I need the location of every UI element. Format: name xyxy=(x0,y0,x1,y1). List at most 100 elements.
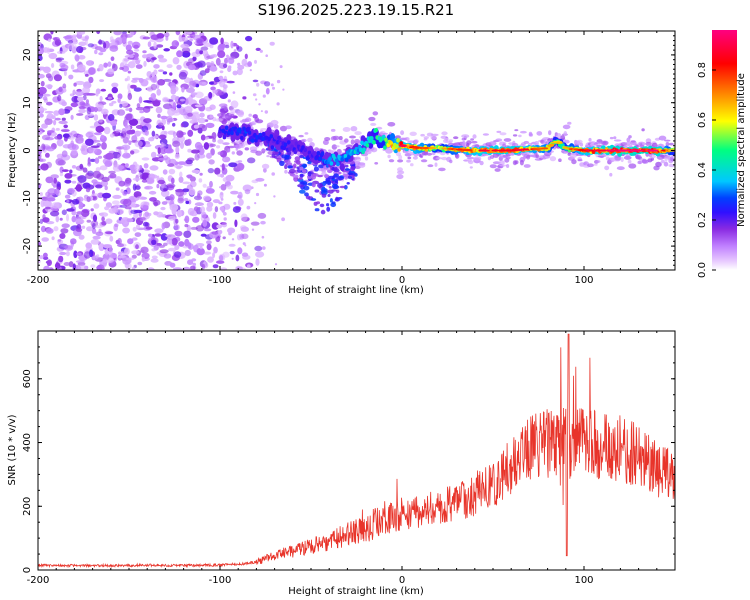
heatmap-noise-cell xyxy=(107,96,113,100)
heatmap-halo-cell xyxy=(641,128,645,132)
heatmap-noise-cell xyxy=(73,82,77,87)
heatmap-noise-cell xyxy=(44,206,51,210)
heatmap-noise-cell xyxy=(197,193,201,199)
heatmap-halo-cell xyxy=(560,135,566,141)
heatmap-halo-cell xyxy=(388,159,395,163)
heatmap-ridge-core xyxy=(522,148,530,151)
heatmap-noise-cell xyxy=(53,119,57,126)
heatmap-noise-cell xyxy=(252,79,259,83)
colorbar-tick-label: 0.0 xyxy=(697,262,708,278)
heatmap-noise-cell xyxy=(41,123,48,129)
heatmap-noise-cell xyxy=(183,230,192,238)
heatmap-spread-cell xyxy=(344,168,350,171)
heatmap-noise-cell xyxy=(85,99,89,104)
heatmap-noise-cell xyxy=(90,208,94,212)
heatmap-noise-cell xyxy=(53,226,59,232)
y-tick-label: -10 xyxy=(22,190,33,206)
heatmap-noise-cell xyxy=(53,110,60,116)
heatmap-spread-cell xyxy=(334,178,338,183)
heatmap-noise-cell xyxy=(76,252,82,256)
heatmap-noise-cell xyxy=(99,48,107,53)
heatmap-noise-cell xyxy=(115,187,120,191)
heatmap-noise-cell xyxy=(273,195,276,198)
heatmap-halo-cell xyxy=(668,142,674,146)
heatmap-halo-cell xyxy=(518,134,522,138)
heatmap-noise-cell xyxy=(97,103,104,110)
spectrogram-x-label: Height of straight line (km) xyxy=(288,285,424,296)
heatmap-noise-cell xyxy=(86,196,91,203)
heatmap-noise-cell xyxy=(276,102,280,106)
y-tick-label: 20 xyxy=(22,49,33,62)
heatmap-noise-cell xyxy=(210,86,216,91)
heatmap-noise-cell xyxy=(42,217,50,223)
heatmap-noise-cell xyxy=(179,37,189,42)
heatmap-noise-cell xyxy=(123,58,130,62)
heatmap-halo-cell xyxy=(642,159,649,164)
heatmap-noise-cell xyxy=(218,201,223,205)
heatmap-noise-cell xyxy=(190,265,196,270)
heatmap-halo-cell xyxy=(528,131,533,137)
heatmap-ridge-cell xyxy=(360,140,364,145)
heatmap-noise-cell xyxy=(122,200,127,205)
heatmap-noise-cell xyxy=(124,163,129,168)
heatmap-noise-cell xyxy=(237,195,242,199)
heatmap-halo-cell xyxy=(461,137,466,141)
heatmap-noise-cell xyxy=(128,107,133,113)
heatmap-noise-cell xyxy=(143,221,149,227)
heatmap-noise-cell xyxy=(94,157,100,164)
heatmap-noise-cell xyxy=(124,206,132,210)
heatmap-noise-cell xyxy=(166,239,173,245)
heatmap-ridge-cell xyxy=(397,147,401,152)
heatmap-halo-cell xyxy=(251,121,257,126)
heatmap-noise-cell xyxy=(56,181,62,187)
heatmap-noise-cell xyxy=(230,40,234,49)
heatmap-noise-cell xyxy=(78,108,86,114)
heatmap-noise-cell xyxy=(93,132,102,136)
heatmap-halo-cell xyxy=(248,113,252,117)
heatmap-noise-cell xyxy=(265,54,269,57)
heatmap-noise-cell xyxy=(212,89,218,94)
heatmap-noise-cell xyxy=(157,147,161,155)
heatmap-noise-cell xyxy=(136,103,141,108)
heatmap-noise-cell xyxy=(127,40,133,45)
heatmap-noise-cell xyxy=(175,218,179,224)
heatmap-spread-cell xyxy=(294,156,301,162)
heatmap-noise-cell xyxy=(40,163,49,171)
heatmap-ridge-cell xyxy=(230,130,234,136)
heatmap-ridge-core xyxy=(549,143,555,146)
heatmap-noise-cell xyxy=(101,142,107,150)
heatmap-noise-cell xyxy=(95,231,104,237)
heatmap-noise-cell xyxy=(85,187,91,193)
heatmap-halo-cell xyxy=(427,164,434,168)
heatmap-noise-cell xyxy=(121,130,127,138)
heatmap-halo-cell xyxy=(479,160,484,166)
heatmap-noise-cell xyxy=(75,184,83,192)
heatmap-halo-cell xyxy=(420,133,425,137)
heatmap-halo-cell xyxy=(567,121,572,125)
heatmap-noise-cell xyxy=(151,57,157,61)
heatmap-spread-cell xyxy=(326,206,331,212)
heatmap-ridge-cell xyxy=(224,125,229,130)
heatmap-noise-cell xyxy=(74,54,80,61)
heatmap-noise-cell xyxy=(38,101,42,107)
heatmap-noise-cell xyxy=(185,159,193,165)
heatmap-noise-cell xyxy=(45,228,54,234)
heatmap-noise-cell xyxy=(46,197,56,202)
heatmap-noise-cell xyxy=(200,46,209,51)
heatmap-ridge-cell xyxy=(220,125,224,130)
heatmap-noise-cell xyxy=(40,225,46,233)
heatmap-ridge-core xyxy=(441,147,447,150)
heatmap-noise-cell xyxy=(227,227,236,234)
heatmap-noise-cell xyxy=(75,260,85,264)
heatmap-halo-cell xyxy=(601,140,609,146)
heatmap-noise-cell xyxy=(218,75,224,81)
heatmap-noise-cell xyxy=(54,135,62,140)
heatmap-noise-cell xyxy=(137,131,144,134)
heatmap-noise-cell xyxy=(126,218,134,223)
heatmap-noise-cell xyxy=(237,198,244,206)
heatmap-halo-cell xyxy=(523,140,530,144)
heatmap-noise-cell xyxy=(85,242,92,249)
heatmap-noise-cell xyxy=(132,266,136,270)
heatmap-noise-cell xyxy=(224,44,230,49)
